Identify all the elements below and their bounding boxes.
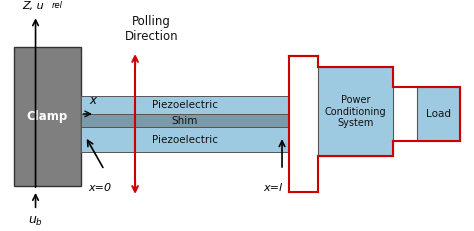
Text: Z, u: Z, u [22, 1, 44, 11]
Text: x=l: x=l [263, 183, 282, 193]
Text: $u_b$: $u_b$ [28, 215, 43, 228]
Bar [81, 96, 289, 114]
Text: rel: rel [52, 1, 63, 10]
Text: Piezoelectric: Piezoelectric [152, 100, 218, 110]
Bar [81, 114, 289, 127]
Text: Piezoelectric: Piezoelectric [152, 135, 218, 145]
Text: x: x [89, 94, 96, 107]
Text: x=0: x=0 [88, 183, 111, 193]
Text: Clamp: Clamp [27, 110, 68, 123]
Text: Load: Load [426, 109, 451, 119]
Bar [417, 87, 460, 141]
Text: Power
Conditioning
System: Power Conditioning System [325, 95, 386, 128]
Text: Shim: Shim [172, 116, 198, 126]
Bar [14, 47, 81, 185]
Bar [318, 67, 393, 156]
Text: Polling
Direction: Polling Direction [125, 15, 179, 43]
Bar [81, 127, 289, 152]
